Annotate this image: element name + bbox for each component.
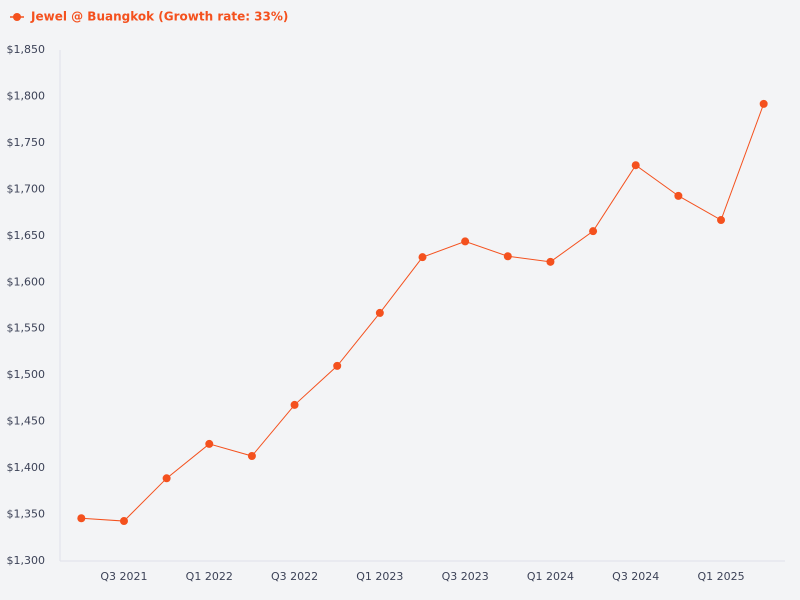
legend-label: Jewel @ Buangkok (Growth rate: 33%) — [30, 10, 288, 24]
legend-swatch-dot — [13, 13, 21, 21]
x-tick-label: Q1 2023 — [356, 570, 403, 583]
series-line — [81, 103, 765, 522]
y-tick-label: $1,450 — [7, 415, 46, 428]
data-point — [589, 227, 598, 236]
y-tick-label: $1,600 — [7, 275, 46, 288]
x-tick-label: Q1 2022 — [186, 570, 233, 583]
y-tick-label: $1,550 — [7, 322, 46, 335]
x-tick-label: Q3 2022 — [271, 570, 318, 583]
y-tick-label: $1,750 — [7, 136, 46, 149]
data-point — [546, 257, 555, 266]
x-tick-label: Q3 2021 — [100, 570, 147, 583]
data-point — [205, 439, 214, 448]
y-tick-label: $1,400 — [7, 461, 46, 474]
y-tick-label: $1,350 — [7, 508, 46, 521]
x-tick-label: Q1 2025 — [697, 570, 744, 583]
data-point — [333, 361, 342, 370]
data-point — [418, 253, 427, 262]
data-point — [77, 514, 86, 523]
data-point — [717, 216, 726, 225]
y-tick-label: $1,850 — [7, 43, 46, 56]
data-point — [290, 400, 299, 409]
data-point — [375, 308, 384, 317]
y-tick-label: $1,500 — [7, 368, 46, 381]
data-point — [759, 99, 768, 108]
data-point — [631, 161, 640, 170]
data-point — [461, 237, 470, 246]
y-tick-label: $1,800 — [7, 89, 46, 102]
data-point — [162, 474, 171, 483]
x-tick-label: Q1 2024 — [527, 570, 574, 583]
y-tick-label: $1,700 — [7, 182, 46, 195]
data-point — [247, 452, 256, 461]
x-tick-label: Q3 2023 — [442, 570, 489, 583]
y-tick-label: $1,650 — [7, 229, 46, 242]
y-tick-label: $1,300 — [7, 554, 46, 567]
x-tick-label: Q3 2024 — [612, 570, 659, 583]
data-point — [503, 252, 512, 261]
data-point — [674, 191, 683, 200]
data-point — [119, 517, 128, 526]
